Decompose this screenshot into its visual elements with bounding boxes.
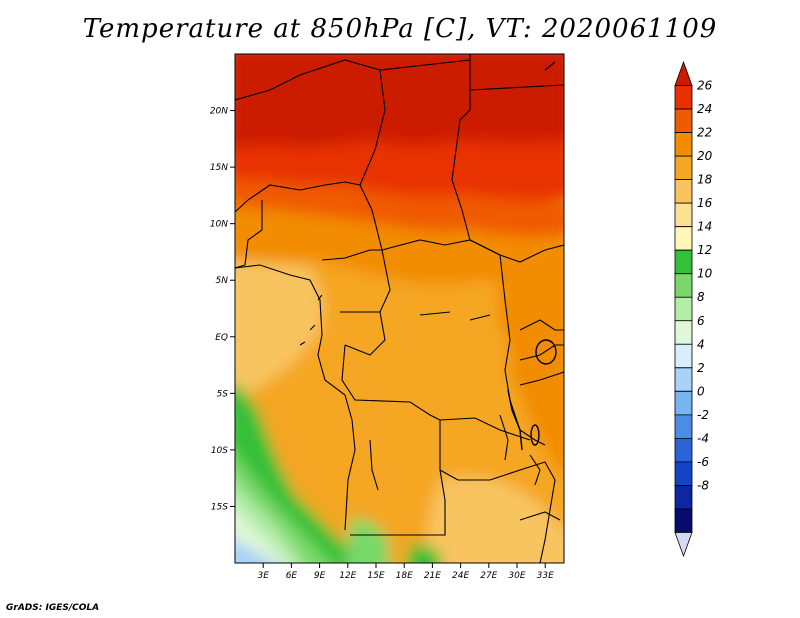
- lon-tick-label: 18E: [396, 571, 413, 581]
- map-frame: [234, 53, 565, 564]
- colorbar-swatch: [674, 249, 693, 275]
- colorbar-swatch: [674, 367, 693, 392]
- colorbar-swatch: [674, 155, 693, 181]
- colorbar-label: 2: [697, 361, 705, 375]
- map-title: Temperature at 850hPa [C], VT: 202006110…: [82, 14, 718, 44]
- lat-tick-label: EQ: [215, 333, 228, 343]
- lon-tick-label: 27E: [480, 571, 497, 581]
- lon-tick-label: 33E: [537, 571, 554, 581]
- lat-tick-label: 15N: [210, 163, 228, 173]
- lat-tick-label: 5N: [216, 276, 229, 286]
- lat-tick-label: 20N: [210, 107, 228, 117]
- lon-tick-label: 15E: [367, 571, 384, 581]
- colorbar-swatch: [674, 414, 693, 439]
- colorbar-label: -2: [697, 408, 709, 422]
- colorbar-swatch: [674, 108, 693, 133]
- lat-tick-label: 10N: [210, 220, 228, 230]
- colorbar-label: 22: [697, 126, 712, 140]
- colorbar-swatch: [674, 343, 693, 369]
- colorbar-label: 4: [697, 337, 705, 351]
- lon-tick-label: 6E: [286, 571, 298, 581]
- colorbar-label: 8: [697, 290, 705, 304]
- lon-tick-label: 9E: [314, 571, 326, 581]
- colorbar-label: 20: [697, 149, 713, 163]
- country-boundaries: [235, 54, 564, 563]
- colorbar-label: 12: [697, 243, 712, 257]
- colorbar-swatch: [674, 273, 693, 298]
- colorbar-label: 6: [697, 314, 705, 328]
- longitude-axis: 3E 6E 9E 12E 15E 18E 21E 24E 27E 30E 33E: [257, 563, 554, 581]
- colorbar-swatch: [674, 532, 693, 558]
- lon-tick-label: 3E: [257, 571, 269, 581]
- colorbar-swatch: [674, 202, 693, 228]
- colorbar-label: -4: [697, 431, 709, 445]
- latitude-axis: 20N 15N 10N 5N EQ 5S 10S 15S: [210, 107, 235, 512]
- lon-tick-label: 30E: [508, 571, 525, 581]
- colorbar-label: 16: [697, 196, 713, 210]
- colorbar-swatch: [674, 461, 693, 486]
- colorbar-swatch: [674, 320, 693, 345]
- colorbar-swatch: [674, 437, 693, 463]
- colorbar-swatch: [674, 296, 693, 322]
- lon-tick-label: 21E: [424, 571, 441, 581]
- lon-tick-label: 24E: [452, 571, 469, 581]
- lon-tick-label: 12E: [339, 571, 356, 581]
- lat-tick-label: 15S: [211, 502, 228, 512]
- colorbar-label: 26: [697, 79, 713, 93]
- colorbar-label: -6: [697, 455, 709, 469]
- colorbar-swatch: [674, 226, 693, 251]
- colorbar-label: 24: [697, 102, 712, 116]
- colorbar-label: 18: [697, 173, 713, 187]
- colorbar-label: 14: [697, 220, 712, 234]
- lake-outlines: [507, 61, 557, 451]
- lat-tick-label: 5S: [217, 389, 229, 399]
- colorbar-swatch: [674, 179, 693, 204]
- lat-tick-label: 10S: [211, 446, 228, 456]
- grads-credit: GrADS: IGES/COLA: [6, 603, 100, 613]
- colorbar-swatch: [674, 508, 693, 533]
- temperature-field: [235, 54, 564, 563]
- colorbar-swatch: [674, 60, 693, 86]
- colorbar-swatch: [674, 85, 693, 110]
- colorbar-swatch: [674, 390, 693, 416]
- colorbar-label: -8: [697, 478, 709, 492]
- colorbar-label: 10: [697, 267, 713, 281]
- colorbar-label: 0: [697, 384, 705, 398]
- colorbar-swatch: [674, 132, 693, 157]
- colorbar-swatch: [674, 485, 693, 510]
